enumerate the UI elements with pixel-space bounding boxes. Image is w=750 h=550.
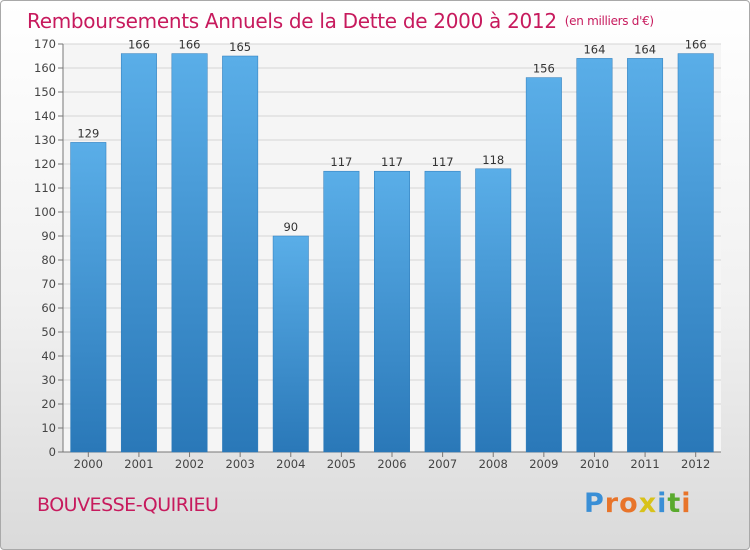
bar: [222, 55, 259, 453]
bar: [374, 170, 410, 453]
y-tick-label: 170: [34, 37, 56, 51]
bar-value-label: 165: [229, 40, 251, 54]
y-tick-label: 110: [34, 181, 56, 195]
bar-value-label: 90: [283, 220, 298, 234]
y-tick-label: 120: [34, 157, 56, 171]
bar-value-label: 166: [685, 38, 707, 52]
proxiti-logo: Proxiti: [584, 488, 692, 519]
y-tick-label: 40: [41, 349, 56, 363]
y-tick-label: 10: [41, 421, 56, 435]
y-tick-label: 160: [34, 61, 56, 75]
y-tick-label: 60: [41, 301, 56, 315]
bar-value-label: 166: [128, 38, 150, 52]
logo-letter: o: [619, 488, 639, 519]
bar-value-label: 166: [179, 38, 201, 52]
bar: [120, 53, 157, 453]
x-tick-label: 2006: [377, 457, 406, 471]
logo-letter: x: [638, 488, 658, 519]
y-tick-label: 30: [41, 373, 56, 387]
logo-letter: i: [657, 488, 668, 519]
x-tick-label: 2002: [175, 457, 204, 471]
bar: [272, 235, 309, 453]
y-tick-label: 130: [34, 133, 56, 147]
y-tick-label: 20: [41, 397, 56, 411]
bar-value-label: 118: [482, 153, 504, 167]
bar: [424, 170, 461, 453]
x-tick-label: 2004: [276, 457, 305, 471]
y-tick-label: 100: [34, 205, 56, 219]
bar-value-label: 164: [634, 42, 656, 56]
x-tick-label: 2012: [681, 457, 710, 471]
x-tick-label: 2011: [630, 457, 659, 471]
bar-value-label: 156: [533, 62, 555, 76]
bar-value-label: 117: [432, 155, 454, 169]
bar: [677, 53, 714, 453]
x-tick-label: 2008: [479, 457, 508, 471]
bar: [323, 170, 360, 453]
logo-letter: P: [584, 488, 605, 519]
x-tick-label: 2000: [74, 457, 103, 471]
logo-letter: i: [681, 488, 692, 519]
y-tick-label: 50: [41, 325, 56, 339]
x-tick-label: 2010: [580, 457, 609, 471]
y-tick-label: 80: [41, 253, 56, 267]
bar: [627, 58, 664, 453]
x-tick-label: 2007: [428, 457, 457, 471]
chart-title: Remboursements Annuels de la Dette de 20…: [27, 9, 654, 33]
bar: [171, 53, 208, 453]
bar: [576, 58, 613, 453]
y-tick-label: 140: [34, 109, 56, 123]
x-tick-label: 2001: [124, 457, 153, 471]
bar-value-label: 117: [381, 155, 403, 169]
y-tick-label: 70: [41, 277, 56, 291]
bar: [475, 168, 512, 453]
unit-note: (en milliers d'€): [564, 14, 654, 28]
x-tick-label: 2009: [529, 457, 558, 471]
bar-value-label: 117: [330, 155, 352, 169]
y-tick-label: 150: [34, 85, 56, 99]
x-tick-label: 2003: [226, 457, 255, 471]
bar-value-label: 164: [583, 42, 605, 56]
bar: [70, 142, 107, 453]
bar: [525, 77, 562, 453]
x-tick-label: 2005: [327, 457, 356, 471]
logo-letter: r: [604, 488, 620, 519]
y-tick-label: 0: [49, 445, 56, 459]
logo-letter: t: [667, 488, 682, 519]
location-name: BOUVESSE-QUIRIEU: [37, 494, 219, 516]
y-tick-label: 90: [41, 229, 56, 243]
bar-value-label: 129: [77, 126, 99, 140]
